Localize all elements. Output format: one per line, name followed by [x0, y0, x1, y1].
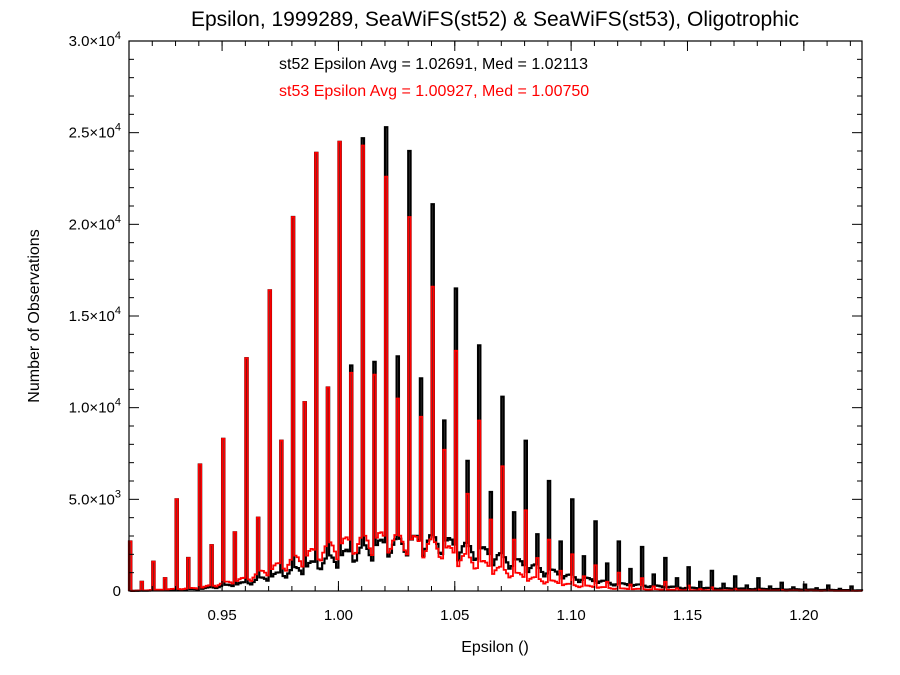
st52-stats-annotation: st52 Epsilon Avg = 1.02691, Med = 1.0211… — [279, 56, 588, 73]
x-tick-label: 1.10 — [557, 607, 586, 624]
ticks-layer: 0.95 1.00 1.05 1.10 1.15 1.20 0 5.0×103 1.0×104 1… — [69, 30, 862, 624]
x-tick-label: 1.05 — [440, 607, 469, 624]
x-axis-label: Epsilon () — [461, 639, 529, 656]
st53-stats-annotation: st53 Epsilon Avg = 1.00927, Med = 1.0075… — [279, 83, 589, 100]
y-axis-label: Number of Observations — [26, 229, 43, 402]
st52-series-line — [127, 126, 864, 593]
x-tick-label: 0.95 — [207, 607, 236, 624]
y-tick-label: 5.0×103 — [69, 488, 121, 508]
x-tick-label: 1.00 — [324, 607, 353, 624]
y-tick-label: 3.0×104 — [69, 30, 121, 50]
x-tick-label: 1.20 — [789, 607, 818, 624]
chart-title: Epsilon, 1999289, SeaWiFS(st52) & SeaWiF… — [191, 8, 799, 31]
y-tick-label: 2.0×104 — [69, 213, 121, 233]
x-tick-label: 1.15 — [673, 607, 702, 624]
y-tick-label: 0 — [113, 583, 121, 600]
y-tick-label: 2.5×104 — [69, 122, 121, 142]
y-tick-label: 1.5×104 — [69, 305, 121, 325]
y-tick-label: 1.0×104 — [69, 397, 121, 417]
